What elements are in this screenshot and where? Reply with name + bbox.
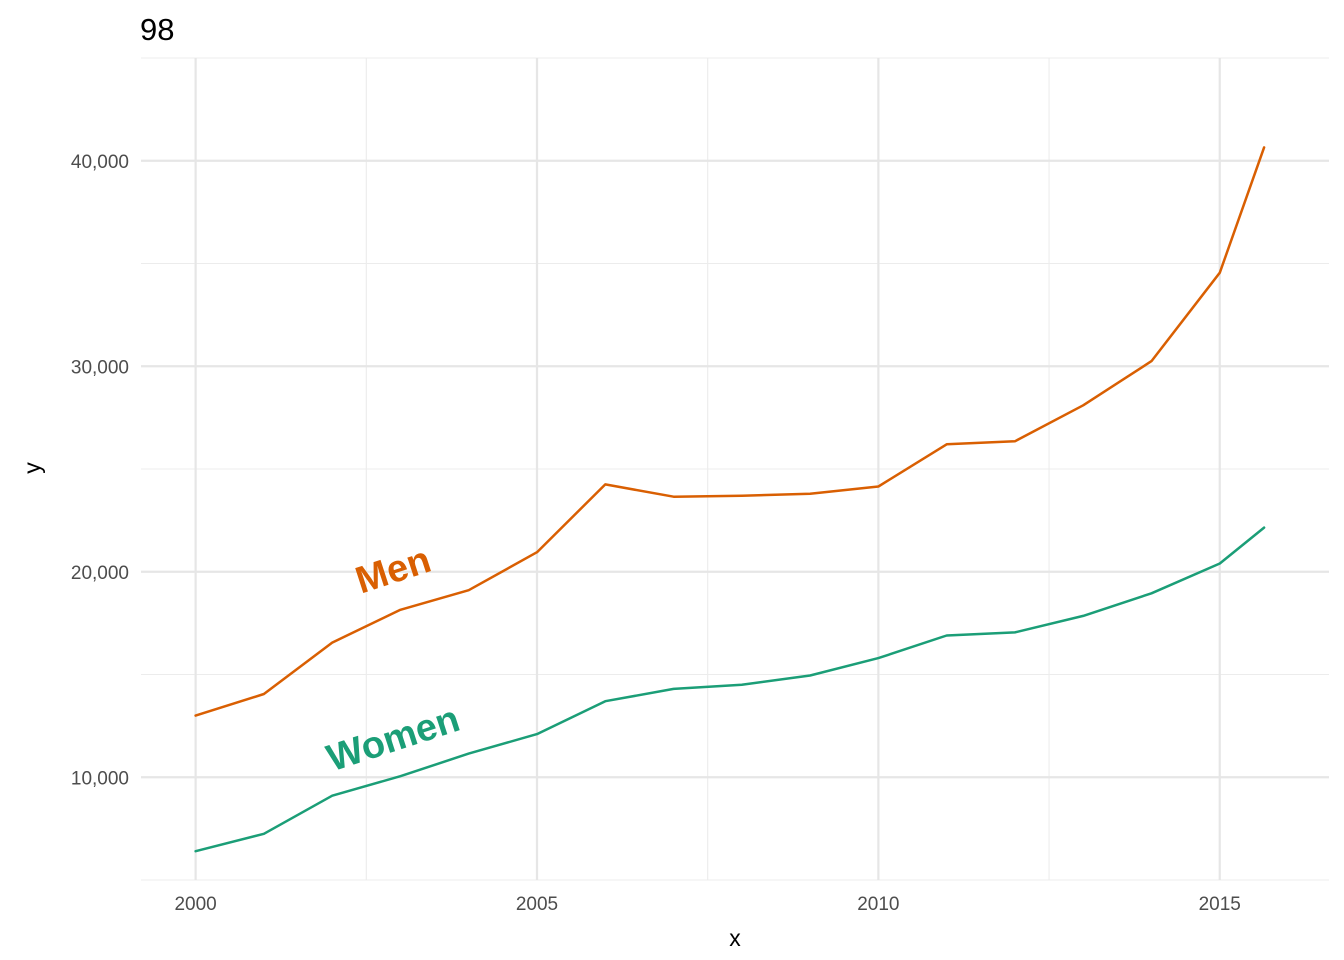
chart-title: 98 (140, 12, 174, 47)
x-tick-label: 2005 (516, 894, 558, 915)
plot-series (194, 146, 1266, 853)
x-axis-ticks: 2000 2005 2010 2015 (174, 894, 1240, 915)
series-label-men: Men (351, 539, 436, 602)
x-axis-title: x (729, 925, 741, 951)
series-labels: Men Women (322, 539, 465, 780)
plot-grid (141, 57, 1329, 881)
series-label-women: Women (322, 698, 465, 780)
y-tick-label: 10,000 (71, 768, 129, 789)
x-tick-label: 2010 (857, 894, 899, 915)
y-axis-title: y (19, 462, 45, 474)
series-line-men (194, 146, 1266, 717)
x-tick-label: 2015 (1199, 894, 1241, 915)
y-axis-ticks: 10,000 20,000 30,000 40,000 (71, 152, 129, 790)
y-tick-label: 40,000 (71, 152, 129, 173)
y-tick-label: 20,000 (71, 563, 129, 584)
y-tick-label: 30,000 (71, 357, 129, 378)
x-tick-label: 2000 (174, 894, 216, 915)
series-line-women (194, 526, 1266, 853)
